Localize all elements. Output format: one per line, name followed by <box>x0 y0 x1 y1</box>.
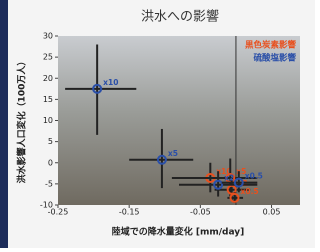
legend-label: 黒色炭素影響 <box>245 40 297 51</box>
legend-label: 硫酸塩影響 <box>253 53 296 64</box>
point-label: x10 <box>103 78 118 87</box>
y-tick-label: 20 <box>43 74 53 83</box>
chart-title: 洪水への影響 <box>141 9 219 25</box>
y-tick-label: 5 <box>48 137 53 146</box>
point-label: x0.5 <box>241 187 259 196</box>
y-tick-label: 15 <box>43 95 53 104</box>
point-label: x2 <box>224 174 234 183</box>
x-tick-label: 0.05 <box>263 208 281 217</box>
point-label: x5 <box>168 149 178 158</box>
y-tick-label: 30 <box>43 32 53 41</box>
y-axis-label: 洪水影響人口変化（100万人） <box>16 57 28 184</box>
side-strip <box>0 0 8 248</box>
x-tick-label: -0.15 <box>119 208 140 217</box>
x-axis-label: 陸域での降水量変化 [mm/day] <box>112 226 245 238</box>
y-tick-label: -5 <box>45 179 53 188</box>
y-tick-label: 0 <box>48 158 53 167</box>
y-tick-label: 10 <box>43 116 53 125</box>
chart: 洪水への影響 陸域での降水量変化 [mm/day] 洪水影響人口変化（100万人… <box>0 0 315 248</box>
x-tick-label: -0.25 <box>48 208 69 217</box>
y-tick-label: 25 <box>43 53 53 62</box>
x-tick-label: -0.05 <box>190 208 211 217</box>
point-label: x0.5 <box>245 172 263 181</box>
